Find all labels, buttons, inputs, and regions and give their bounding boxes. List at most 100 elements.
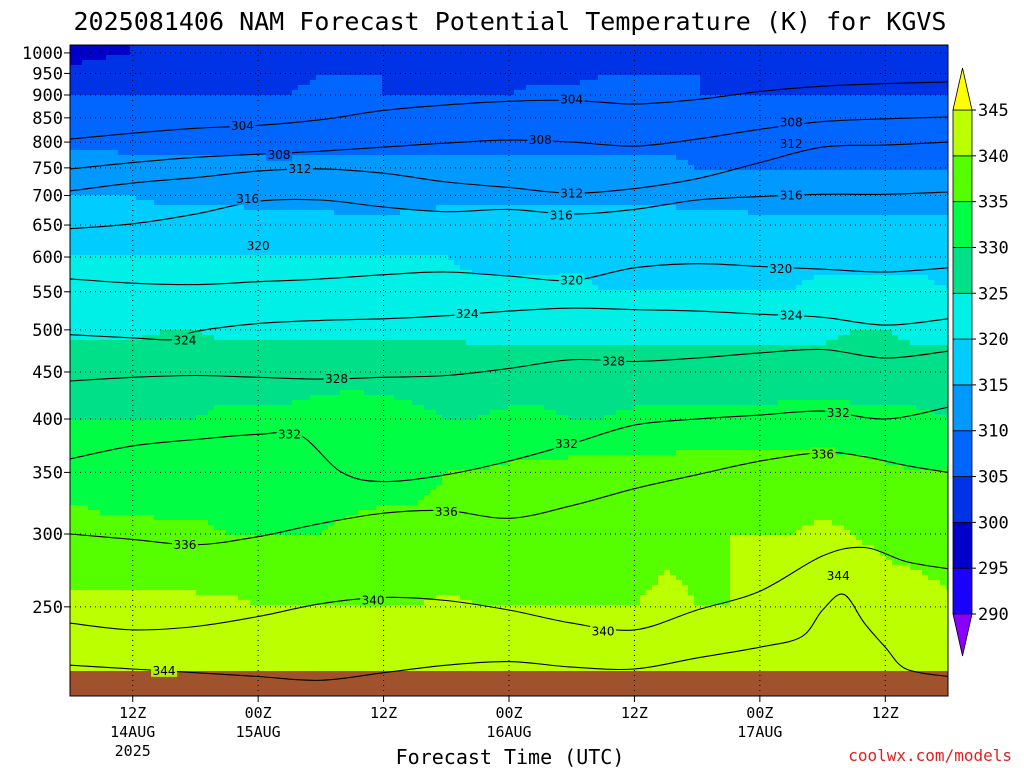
- field-cell: [532, 200, 539, 206]
- field-cell: [940, 100, 947, 106]
- field-cell: [718, 140, 725, 146]
- field-cell: [892, 195, 899, 201]
- field-cell: [712, 185, 719, 191]
- field-cell: [670, 125, 677, 131]
- field-cell: [196, 155, 203, 161]
- field-cell: [928, 65, 935, 71]
- field-cell: [796, 60, 803, 66]
- field-cell: [508, 175, 515, 181]
- field-cell: [904, 130, 911, 136]
- field-cell: [400, 200, 407, 206]
- field-cell: [616, 60, 623, 66]
- field-cell: [466, 95, 473, 101]
- field-cell: [892, 200, 899, 206]
- field-cell: [346, 120, 353, 126]
- field-cell: [886, 200, 893, 206]
- field-cell: [220, 65, 227, 71]
- field-cell: [88, 115, 95, 121]
- field-cell: [460, 50, 467, 56]
- field-cell: [508, 130, 515, 136]
- field-cell: [238, 55, 245, 61]
- field-cell: [628, 105, 635, 111]
- field-cell: [322, 70, 329, 76]
- field-cell: [454, 170, 461, 176]
- field-cell: [682, 70, 689, 76]
- field-cell: [346, 50, 353, 56]
- field-cell: [340, 45, 347, 51]
- field-cell: [658, 55, 665, 61]
- field-cell: [586, 95, 593, 101]
- field-cell: [694, 180, 701, 186]
- field-cell: [100, 100, 107, 106]
- field-cell: [646, 115, 653, 121]
- field-cell: [706, 200, 713, 206]
- field-cell: [220, 155, 227, 161]
- field-cell: [604, 150, 611, 156]
- field-cell: [928, 70, 935, 76]
- field-cell: [400, 70, 407, 76]
- field-cell: [574, 60, 581, 66]
- field-cell: [328, 155, 335, 161]
- field-cell: [670, 115, 677, 121]
- field-cell: [490, 140, 497, 146]
- field-cell: [670, 90, 677, 96]
- field-cell: [802, 145, 809, 151]
- field-cell: [808, 185, 815, 191]
- field-cell: [292, 155, 299, 161]
- field-cell: [886, 55, 893, 61]
- field-cell: [394, 90, 401, 96]
- field-cell: [316, 185, 323, 191]
- field-cell: [418, 155, 425, 161]
- field-cell: [682, 170, 689, 176]
- field-cell: [946, 165, 948, 171]
- field-cell: [616, 180, 623, 186]
- field-cell: [904, 155, 911, 161]
- field-cell: [670, 170, 677, 176]
- field-cell: [172, 45, 179, 51]
- field-cell: [346, 45, 353, 51]
- field-cell: [706, 150, 713, 156]
- field-cell: [118, 160, 125, 166]
- field-cell: [634, 165, 641, 171]
- field-cell: [730, 120, 737, 126]
- field-cell: [592, 130, 599, 136]
- field-cell: [220, 70, 227, 76]
- field-cell: [598, 70, 605, 76]
- field-cell: [850, 160, 857, 166]
- field-cell: [130, 205, 137, 211]
- field-cell: [124, 80, 131, 86]
- field-cell: [646, 180, 653, 186]
- field-cell: [418, 105, 425, 111]
- field-cell: [196, 130, 203, 136]
- field-cell: [124, 110, 131, 116]
- field-cell: [424, 60, 431, 66]
- field-cell: [772, 190, 779, 196]
- field-cell: [736, 60, 743, 66]
- field-cell: [340, 50, 347, 56]
- field-cell: [142, 120, 149, 126]
- field-cell: [232, 70, 239, 76]
- field-cell: [76, 90, 83, 96]
- field-cell: [910, 45, 917, 51]
- field-cell: [340, 175, 347, 181]
- field-cell: [526, 205, 533, 211]
- field-cell: [628, 170, 635, 176]
- field-cell: [202, 170, 209, 176]
- field-cell: [190, 90, 197, 96]
- field-cell: [406, 60, 413, 66]
- field-cell: [778, 80, 785, 86]
- field-cell: [694, 80, 701, 86]
- field-cell: [118, 85, 125, 91]
- field-cell: [718, 85, 725, 91]
- field-cell: [154, 175, 161, 181]
- field-cell: [466, 135, 473, 141]
- field-cell: [160, 70, 167, 76]
- field-cell: [808, 105, 815, 111]
- field-cell: [622, 145, 629, 151]
- field-cell: [556, 165, 563, 171]
- field-cell: [76, 155, 83, 161]
- field-cell: [694, 210, 701, 216]
- field-cell: [898, 185, 905, 191]
- field-cell: [424, 50, 431, 56]
- field-cell: [382, 210, 389, 216]
